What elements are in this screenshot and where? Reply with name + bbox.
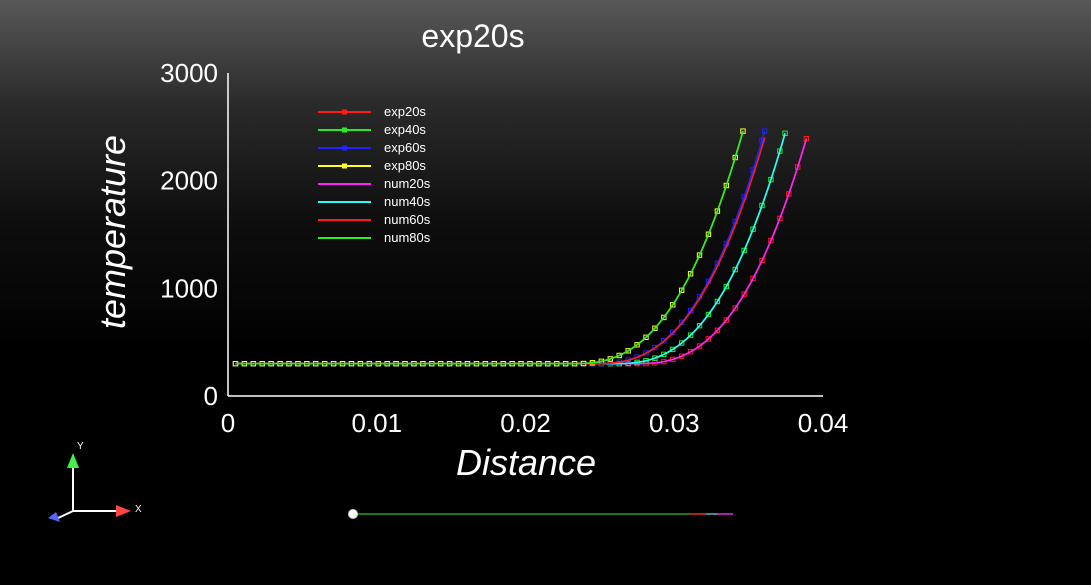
legend-label-exp20s: exp20s [384,104,426,119]
x-tick-label: 0 [221,408,235,438]
y-tick-label: 3000 [160,58,218,88]
data-point-exp40s [714,298,721,305]
data-point-exp40s [696,322,703,329]
x-tick-label: 0.01 [351,408,402,438]
data-point-exp40s [741,247,747,254]
data-point-exp40s [732,266,738,273]
data-point-exp80s [670,302,676,308]
slider-handle[interactable] [348,509,358,519]
data-point-exp20s [732,305,738,311]
data-point-exp80s [643,334,649,341]
data-point-exp60s [670,329,676,336]
series-line-num20s [235,138,808,365]
legend-label-exp40s: exp40s [384,122,426,137]
data-point-exp60s [661,338,667,344]
data-point-exp60s [652,344,658,351]
series-line-exp20s [235,138,808,365]
legend-label-num40s: num40s [384,194,431,209]
data-point-exp40s [661,351,667,358]
data-point-exp80s [705,231,712,237]
x-axis-label: Distance [456,442,596,483]
legend-label-num80s: num80s [384,230,431,245]
data-point-exp20s [705,336,712,342]
data-point-exp20s [723,317,730,323]
data-point-exp20s [696,343,703,349]
data-point-exp60s [761,128,768,134]
data-point-exp20s [759,257,765,264]
legend-marker-exp20s [342,109,347,115]
triad-x-arrow-icon [116,505,131,517]
x-tick-label: 0.04 [798,408,849,438]
data-point-exp40s [670,346,676,353]
legend-label-num20s: num20s [384,176,431,191]
legend-label-exp80s: exp80s [384,158,426,173]
series-line-num80s [235,130,744,365]
data-point-exp80s [616,352,622,359]
time-slider[interactable] [348,509,734,519]
data-point-exp20s [714,327,721,334]
y-axis-label: temperature [92,135,133,329]
series-line-num60s [235,137,766,365]
x-tick-label: 0.03 [649,408,700,438]
data-point-exp40s [723,283,730,290]
triad-z-line [55,510,74,520]
data-point-exp80s [625,348,631,354]
series-line-exp80s [235,130,744,365]
triad-y-label: Y [77,441,84,452]
data-point-exp20s [750,275,756,282]
axes-layer [227,73,823,397]
data-point-exp40s [750,226,756,232]
data-point-exp20s [741,291,747,297]
data-point-exp80s [687,271,694,277]
legend-marker-exp60s [342,145,347,151]
legend-label-exp60s: exp60s [384,140,426,155]
data-point-exp80s [661,314,667,321]
series-layer [232,128,810,367]
legend-marker-exp40s [342,127,347,133]
data-point-exp80s [634,342,640,348]
legend: exp20s exp40s exp60s exp80s num20s num40s num6… [318,104,431,245]
data-point-exp40s [678,340,685,346]
data-point-exp40s [687,332,694,338]
data-point-exp80s [678,287,685,294]
triad-x-label: X [135,504,142,515]
data-point-exp20s [687,349,694,355]
triad-z-arrow-icon [48,512,60,522]
data-point-exp40s [705,311,712,318]
data-point-exp20s [768,237,774,244]
y-tick-label: 1000 [160,273,218,303]
triad-y-arrow-icon [67,453,79,468]
series-line-exp60s [235,130,766,365]
tick-labels: 0 0.01 0.02 0.03 0.04 0 1000 2000 3000 [160,58,848,438]
legend-label-num60s: num60s [384,212,431,227]
legend-marker-exp80s [342,163,347,169]
chart-title: exp20s [421,18,524,54]
axes-orientation-triad: Y X [48,441,142,522]
y-tick-label: 0 [204,381,218,411]
data-point-exp20s [678,353,685,359]
data-point-exp80s [652,325,658,331]
x-tick-label: 0.02 [500,408,551,438]
data-point-exp80s [696,252,703,258]
y-tick-label: 2000 [160,166,218,196]
